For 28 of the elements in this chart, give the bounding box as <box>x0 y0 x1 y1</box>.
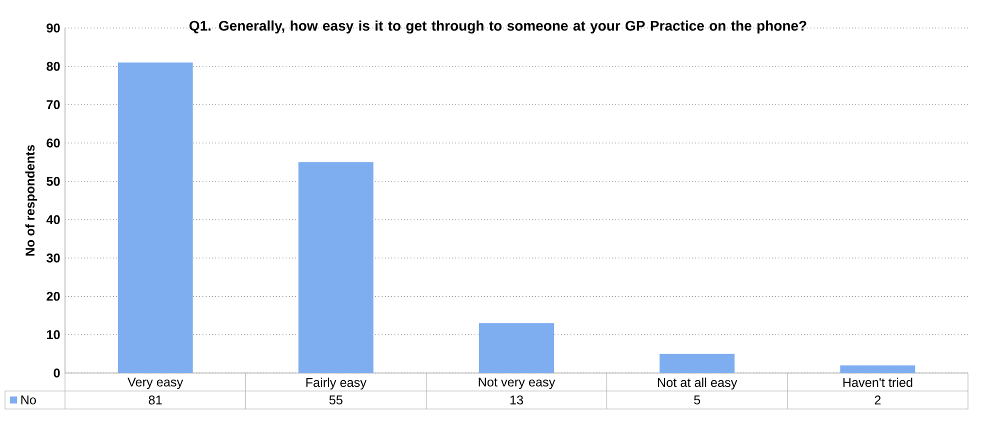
chart-title: Q1. Generally, how easy is it to get through to someone at your GP Practice on the phone? <box>190 20 806 34</box>
bar <box>118 62 193 373</box>
y-tick-label: 80 <box>46 62 60 71</box>
data-label: 5 <box>694 396 700 404</box>
data-label: 81 <box>148 396 162 404</box>
y-tick-label: 50 <box>46 176 60 186</box>
y-tick-label: 30 <box>46 254 60 262</box>
x-tick-label: Very easy <box>128 378 184 390</box>
data-label: 2 <box>874 396 881 404</box>
y-tick-label: 10 <box>47 330 60 340</box>
y-axis-title: No of respondents <box>25 145 38 256</box>
bar <box>660 354 735 373</box>
bar <box>298 162 374 373</box>
x-tick-label: Haven't tried <box>843 378 912 387</box>
y-tick-label: 60 <box>46 138 60 148</box>
x-tick-label: Not very easy <box>478 378 556 390</box>
data-label: 13 <box>510 396 523 404</box>
y-tick-label: 40 <box>46 215 60 224</box>
y-tick-label: 70 <box>46 100 60 110</box>
x-tick-label: Fairly easy <box>306 378 366 390</box>
data-label: 55 <box>329 396 342 404</box>
y-tick-label: 0 <box>54 368 60 378</box>
x-tick-label: Not at all easy <box>658 378 738 390</box>
legend-label: No <box>21 396 36 404</box>
bar <box>840 365 916 373</box>
y-tick-label: 90 <box>46 24 60 32</box>
bar <box>479 323 554 373</box>
y-tick-label: 20 <box>46 292 60 301</box>
